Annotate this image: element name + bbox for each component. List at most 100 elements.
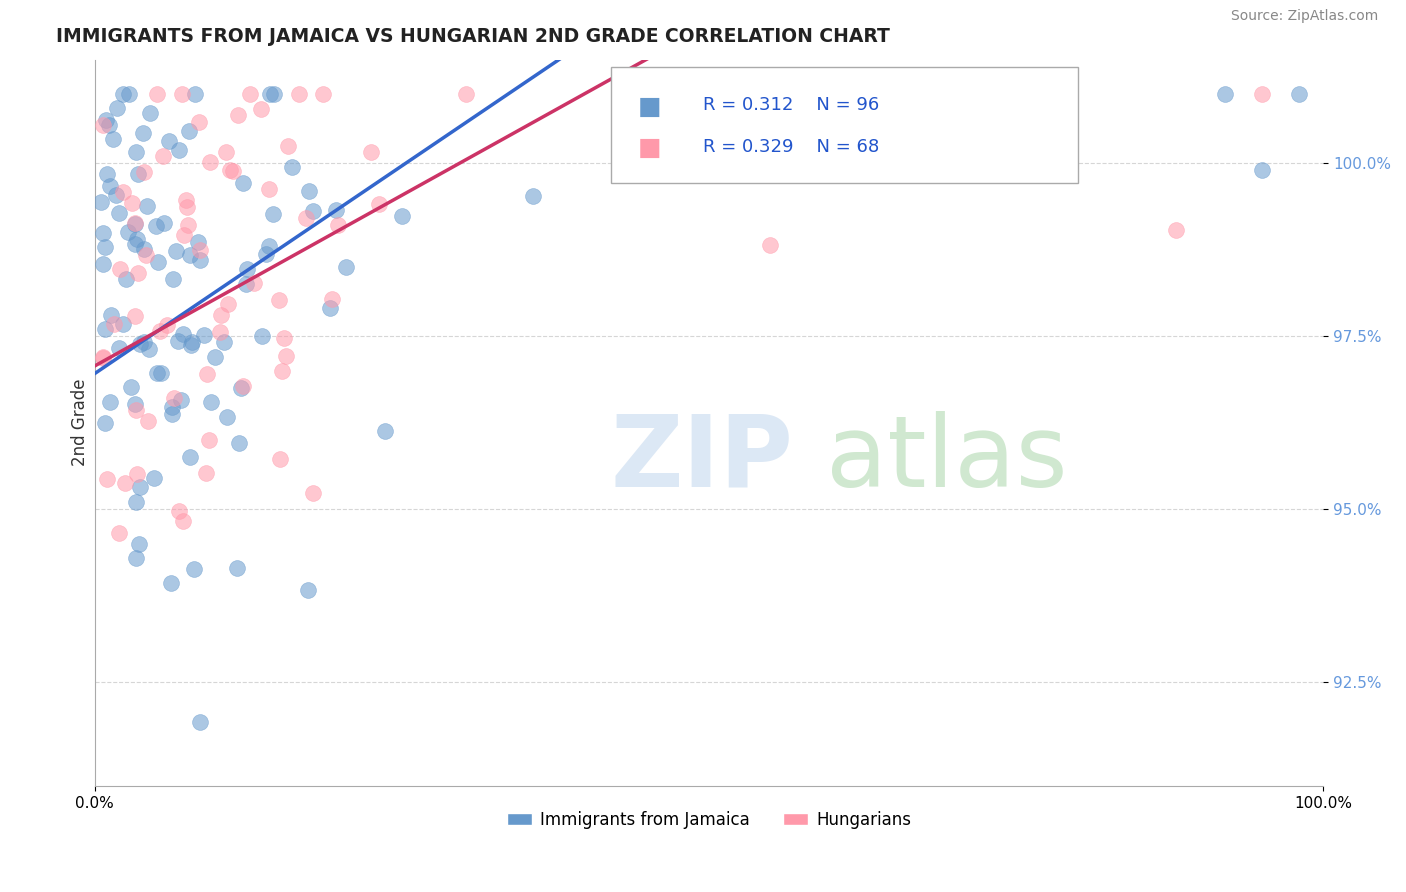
Point [129, 337, 152, 351]
Point [250, 102, 273, 116]
Point [111, 87, 134, 102]
Point [162, 272, 184, 286]
Point [111, 185, 134, 199]
Point [200, 155, 222, 169]
Point [118, 87, 141, 102]
Point [117, 225, 139, 239]
Point [454, 87, 477, 102]
Point [269, 293, 291, 307]
Point [125, 495, 148, 509]
Point [125, 467, 148, 482]
Point [276, 349, 298, 363]
Point [94, 113, 117, 128]
Point [146, 87, 169, 102]
Text: ■: ■ [638, 95, 661, 119]
Point [114, 476, 136, 491]
Text: ■: ■ [638, 136, 661, 161]
Point [96, 472, 118, 486]
Point [170, 393, 193, 408]
Point [221, 164, 243, 178]
Point [269, 452, 291, 467]
Point [176, 200, 198, 214]
Point [217, 297, 239, 311]
Point [193, 328, 215, 343]
Point [312, 87, 335, 102]
Point [173, 227, 195, 242]
Point [181, 334, 204, 349]
Point [90, 195, 112, 210]
Point [215, 145, 238, 160]
Point [183, 562, 205, 576]
Point [105, 187, 128, 202]
Point [319, 301, 342, 315]
Text: R = 0.312    N = 96: R = 0.312 N = 96 [703, 95, 879, 113]
Point [187, 235, 209, 249]
Point [1042, 87, 1064, 102]
Point [226, 107, 249, 121]
Point [197, 434, 219, 448]
Point [180, 337, 202, 351]
Point [96, 167, 118, 181]
Point [127, 167, 149, 181]
Point [1213, 87, 1236, 102]
Point [177, 218, 200, 232]
Point [250, 329, 273, 343]
Point [243, 276, 266, 290]
Point [270, 364, 292, 378]
Point [325, 203, 347, 218]
Point [160, 575, 183, 590]
Point [172, 514, 194, 528]
Point [188, 243, 211, 257]
Text: ZIP: ZIP [610, 410, 793, 508]
Point [231, 381, 253, 395]
Point [98, 118, 121, 132]
Point [391, 209, 413, 223]
Point [367, 196, 389, 211]
Point [115, 272, 138, 286]
Point [163, 391, 186, 405]
Text: R = 0.329    N = 68: R = 0.329 N = 68 [703, 137, 879, 156]
Point [225, 561, 247, 575]
Point [235, 277, 257, 292]
Point [190, 714, 212, 729]
Point [1250, 163, 1272, 178]
Point [124, 309, 146, 323]
Point [172, 327, 194, 342]
Point [321, 292, 343, 306]
Point [1288, 87, 1310, 102]
Point [259, 87, 281, 102]
Point [177, 124, 200, 138]
Point [188, 253, 211, 268]
Point [124, 217, 146, 231]
Point [134, 242, 156, 256]
Point [148, 255, 170, 269]
Point [179, 450, 201, 464]
Point [179, 248, 201, 262]
Point [149, 366, 172, 380]
Point [219, 162, 242, 177]
Point [103, 317, 125, 331]
Legend: Immigrants from Jamaica, Hungarians: Immigrants from Jamaica, Hungarians [501, 805, 918, 836]
Point [94, 416, 117, 430]
Point [167, 143, 190, 157]
Point [174, 193, 197, 207]
Point [139, 106, 162, 120]
Point [135, 198, 157, 212]
Text: Source: ZipAtlas.com: Source: ZipAtlas.com [1230, 9, 1378, 23]
Point [287, 87, 309, 102]
Point [153, 216, 176, 230]
Point [94, 321, 117, 335]
Point [155, 318, 177, 333]
Point [134, 165, 156, 179]
Point [125, 232, 148, 246]
Point [281, 160, 304, 174]
Point [91, 351, 114, 366]
Point [239, 87, 262, 102]
Point [215, 409, 238, 424]
Point [194, 466, 217, 480]
Point [209, 308, 232, 322]
Point [200, 394, 222, 409]
Point [105, 101, 128, 115]
Point [127, 266, 149, 280]
Point [301, 204, 323, 219]
